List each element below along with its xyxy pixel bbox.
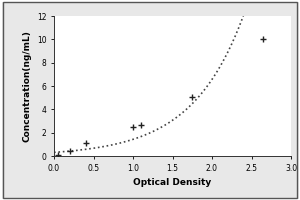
X-axis label: Optical Density: Optical Density [134, 178, 212, 187]
Y-axis label: Concentration(ng/mL): Concentration(ng/mL) [22, 30, 31, 142]
